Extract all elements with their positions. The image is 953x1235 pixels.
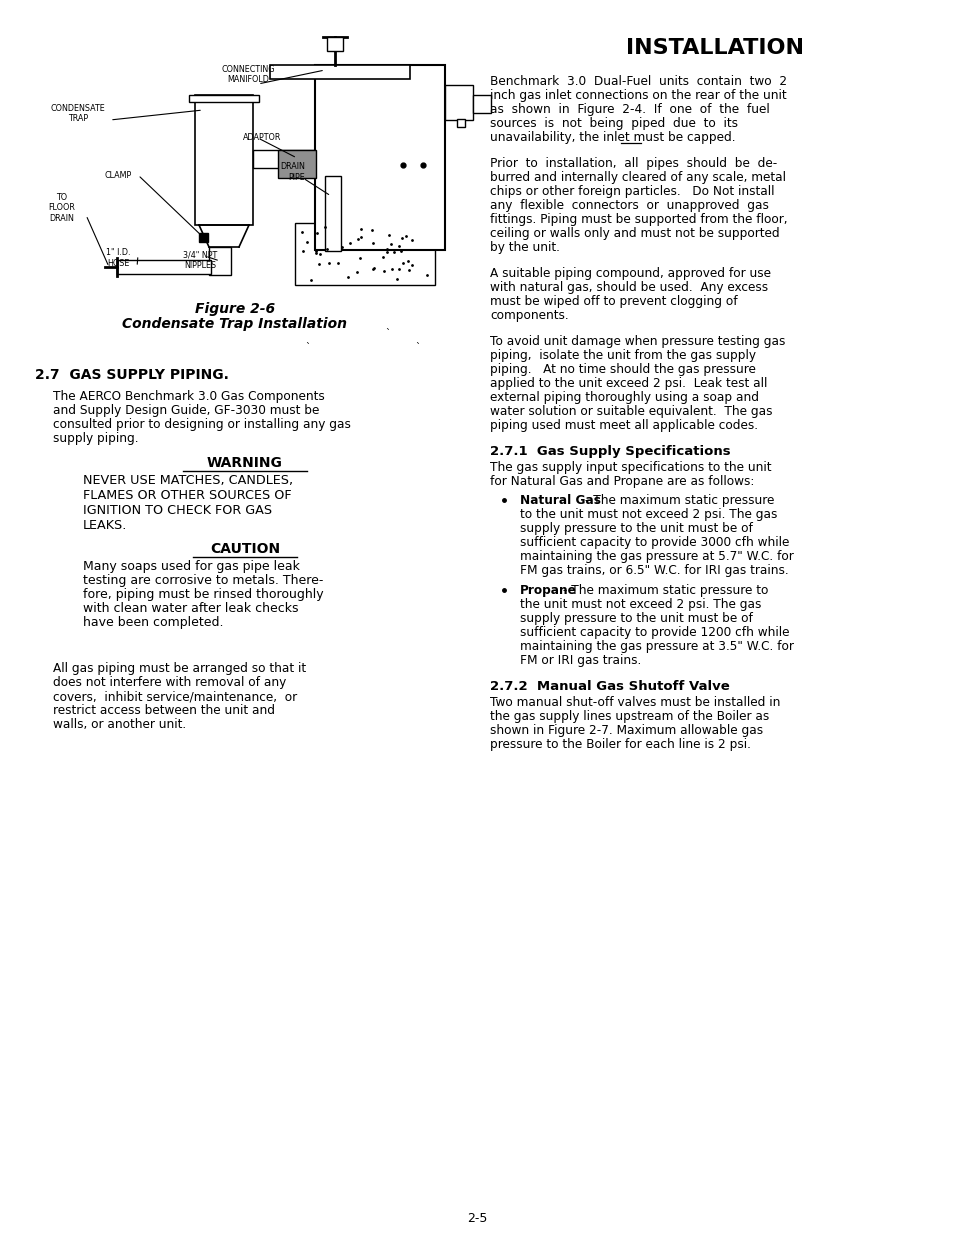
- Text: To avoid unit damage when pressure testing gas: To avoid unit damage when pressure testi…: [490, 335, 784, 348]
- Text: supply pressure to the unit must be of: supply pressure to the unit must be of: [519, 522, 752, 535]
- Text: FM or IRI gas trains.: FM or IRI gas trains.: [519, 655, 640, 667]
- Text: applied to the unit exceed 2 psi.  Leak test all: applied to the unit exceed 2 psi. Leak t…: [490, 377, 766, 390]
- Text: and Supply Design Guide, GF-3030 must be: and Supply Design Guide, GF-3030 must be: [53, 404, 319, 417]
- Bar: [473, 95, 491, 112]
- Text: Figure 2-6: Figure 2-6: [194, 303, 274, 316]
- Text: CAUTION: CAUTION: [210, 542, 280, 556]
- Text: 2.7  GAS SUPPLY PIPING.: 2.7 GAS SUPPLY PIPING.: [35, 368, 229, 382]
- Text: CONNECTING
MANIFOLD: CONNECTING MANIFOLD: [221, 65, 274, 84]
- Text: testing are corrosive to metals. There-: testing are corrosive to metals. There-: [83, 574, 323, 587]
- Text: have been completed.: have been completed.: [83, 616, 223, 629]
- Text: CLAMP: CLAMP: [104, 170, 132, 179]
- Text: 2.7.2  Manual Gas Shutoff Valve: 2.7.2 Manual Gas Shutoff Valve: [490, 680, 729, 693]
- Text: maintaining the gas pressure at 5.7" W.C. for: maintaining the gas pressure at 5.7" W.C…: [519, 550, 793, 563]
- Text: does not interfere with removal of any: does not interfere with removal of any: [53, 676, 286, 689]
- Text: DRAIN
PIPE: DRAIN PIPE: [280, 162, 305, 182]
- Text: external piping thoroughly using a soap and: external piping thoroughly using a soap …: [490, 391, 759, 404]
- Text: The gas supply input specifications to the unit: The gas supply input specifications to t…: [490, 461, 771, 474]
- Text: - The maximum static pressure: - The maximum static pressure: [580, 494, 774, 508]
- Text: piping,  isolate the unit from the gas supply: piping, isolate the unit from the gas su…: [490, 350, 755, 362]
- Text: Propane: Propane: [519, 584, 577, 597]
- Bar: [294, 224, 435, 285]
- Text: with natural gas, should be used.  Any excess: with natural gas, should be used. Any ex…: [490, 282, 767, 294]
- Text: with clean water after leak checks: with clean water after leak checks: [83, 601, 298, 615]
- Bar: [194, 95, 253, 225]
- Text: Natural Gas: Natural Gas: [519, 494, 600, 508]
- Text: FM gas trains, or 6.5" W.C. for IRI gas trains.: FM gas trains, or 6.5" W.C. for IRI gas …: [519, 564, 788, 577]
- Text: - The maximum static pressure to: - The maximum static pressure to: [558, 584, 767, 597]
- Text: piping used must meet all applicable codes.: piping used must meet all applicable cod…: [490, 419, 758, 432]
- Text: maintaining the gas pressure at 3.5" W.C. for: maintaining the gas pressure at 3.5" W.C…: [519, 640, 793, 653]
- Text: Benchmark  3.0  Dual-Fuel  units  contain  two  2: Benchmark 3.0 Dual-Fuel units contain tw…: [490, 75, 786, 88]
- Text: shown in Figure 2-7. Maximum allowable gas: shown in Figure 2-7. Maximum allowable g…: [490, 724, 762, 737]
- Text: sufficient capacity to provide 3000 cfh while: sufficient capacity to provide 3000 cfh …: [519, 536, 788, 550]
- Text: Many soaps used for gas pipe leak: Many soaps used for gas pipe leak: [83, 559, 299, 573]
- Text: piping.   At no time should the gas pressure: piping. At no time should the gas pressu…: [490, 363, 755, 375]
- Text: All gas piping must be arranged so that it: All gas piping must be arranged so that …: [53, 662, 306, 676]
- Text: for Natural Gas and Propane are as follows:: for Natural Gas and Propane are as follo…: [490, 475, 754, 488]
- Text: IGNITION TO CHECK FOR GAS: IGNITION TO CHECK FOR GAS: [83, 504, 272, 517]
- Text: ˋ: ˋ: [305, 343, 310, 353]
- Bar: [444, 85, 473, 120]
- Bar: [209, 247, 231, 275]
- Text: pressure to the Boiler for each line is 2 psi.: pressure to the Boiler for each line is …: [490, 739, 750, 751]
- Text: to the unit must not exceed 2 psi. The gas: to the unit must not exceed 2 psi. The g…: [519, 508, 777, 521]
- Text: CONDENSATE
TRAP: CONDENSATE TRAP: [51, 104, 105, 124]
- Text: 1" I.D.
HOSE: 1" I.D. HOSE: [106, 248, 131, 268]
- Text: 2-5: 2-5: [466, 1212, 487, 1225]
- Bar: [270, 65, 410, 79]
- Text: burred and internally cleared of any scale, metal: burred and internally cleared of any sca…: [490, 170, 785, 184]
- Text: supply pressure to the unit must be of: supply pressure to the unit must be of: [519, 613, 752, 625]
- Text: FLAMES OR OTHER SOURCES OF: FLAMES OR OTHER SOURCES OF: [83, 489, 292, 501]
- Text: 2.7.1  Gas Supply Specifications: 2.7.1 Gas Supply Specifications: [490, 445, 730, 458]
- Text: sufficient capacity to provide 1200 cfh while: sufficient capacity to provide 1200 cfh …: [519, 626, 789, 638]
- Text: restrict access between the unit and: restrict access between the unit and: [53, 704, 274, 718]
- Text: any  flexible  connectors  or  unapproved  gas: any flexible connectors or unapproved ga…: [490, 199, 768, 212]
- Bar: [189, 95, 258, 103]
- Text: the unit must not exceed 2 psi. The gas: the unit must not exceed 2 psi. The gas: [519, 598, 760, 611]
- Text: unavailability, the inlet must be capped.: unavailability, the inlet must be capped…: [490, 131, 735, 144]
- Text: fittings. Piping must be supported from the floor,: fittings. Piping must be supported from …: [490, 212, 786, 226]
- Text: water solution or suitable equivalent.  The gas: water solution or suitable equivalent. T…: [490, 405, 772, 417]
- Text: ˋ: ˋ: [416, 343, 420, 353]
- Bar: [117, 261, 211, 274]
- Text: INSTALLATION: INSTALLATION: [625, 38, 803, 58]
- Text: covers,  inhibit service/maintenance,  or: covers, inhibit service/maintenance, or: [53, 690, 296, 703]
- Text: ADAPTOR: ADAPTOR: [243, 133, 281, 142]
- Text: supply piping.: supply piping.: [53, 432, 138, 445]
- Text: fore, piping must be rinsed thoroughly: fore, piping must be rinsed thoroughly: [83, 588, 323, 601]
- Bar: [325, 177, 340, 251]
- Text: Two manual shut-off valves must be installed in: Two manual shut-off valves must be insta…: [490, 697, 780, 709]
- Bar: [277, 149, 315, 178]
- Bar: [327, 37, 343, 51]
- Text: Condensate Trap Installation: Condensate Trap Installation: [122, 317, 347, 331]
- Text: sources  is  not  being  piped  due  to  its: sources is not being piped due to its: [490, 117, 738, 130]
- Text: the gas supply lines upstream of the Boiler as: the gas supply lines upstream of the Boi…: [490, 710, 768, 722]
- Text: inch gas inlet connections on the rear of the unit: inch gas inlet connections on the rear o…: [490, 89, 786, 103]
- Text: walls, or another unit.: walls, or another unit.: [53, 718, 186, 731]
- Text: must be wiped off to prevent clogging of: must be wiped off to prevent clogging of: [490, 295, 737, 308]
- Text: A suitable piping compound, approved for use: A suitable piping compound, approved for…: [490, 267, 770, 280]
- Text: by the unit.: by the unit.: [490, 241, 559, 254]
- Text: WARNING: WARNING: [207, 456, 283, 471]
- Text: 3/4" NPT
NIPPLES: 3/4" NPT NIPPLES: [183, 251, 217, 269]
- Bar: [456, 119, 464, 127]
- Text: ˋ: ˋ: [385, 329, 390, 338]
- Text: ceiling or walls only and must not be supported: ceiling or walls only and must not be su…: [490, 227, 779, 240]
- Text: NEVER USE MATCHES, CANDLES,: NEVER USE MATCHES, CANDLES,: [83, 474, 293, 487]
- Text: as  shown  in  Figure  2-4.  If  one  of  the  fuel: as shown in Figure 2-4. If one of the fu…: [490, 103, 769, 116]
- Text: consulted prior to designing or installing any gas: consulted prior to designing or installi…: [53, 417, 351, 431]
- Text: Prior  to  installation,  all  pipes  should  be  de-: Prior to installation, all pipes should …: [490, 157, 777, 170]
- Text: chips or other foreign particles.   Do Not install: chips or other foreign particles. Do Not…: [490, 185, 774, 198]
- Text: LEAKS.: LEAKS.: [83, 519, 128, 532]
- Text: The AERCO Benchmark 3.0 Gas Components: The AERCO Benchmark 3.0 Gas Components: [53, 390, 324, 403]
- Bar: [314, 65, 444, 249]
- Bar: [253, 149, 314, 168]
- Bar: [199, 233, 208, 242]
- Text: TO
FLOOR
DRAIN: TO FLOOR DRAIN: [49, 193, 75, 222]
- Text: components.: components.: [490, 309, 568, 322]
